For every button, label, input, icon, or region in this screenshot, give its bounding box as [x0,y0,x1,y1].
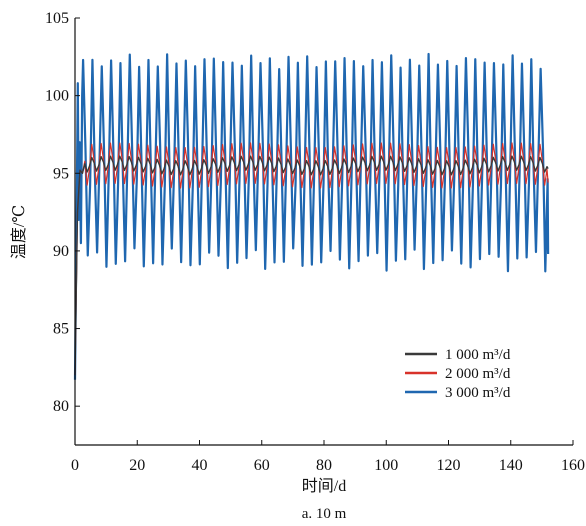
plot-series [73,52,550,380]
x-tick-label: 60 [254,457,270,474]
x-tick-label: 120 [437,457,461,474]
x-axis-label: 时间/d [302,477,346,495]
y-tick-label: 95 [53,165,69,182]
y-tick-label: 85 [53,321,69,338]
x-tick-label: 80 [316,457,332,474]
x-ticks: 0 20 40 60 80 100 120 140 160 [71,440,585,474]
legend-label: 2 000 m³/d [445,366,511,382]
y-tick-label: 105 [45,10,69,27]
legend-label: 1 000 m³/d [445,347,511,363]
legend: 1 000 m³/d 2 000 m³/d 3 000 m³/d [405,347,511,401]
series-line-1 [74,155,549,376]
x-tick-label: 40 [192,457,208,474]
y-tick-label: 90 [53,243,69,260]
figure-caption: a. 10 m [302,506,347,522]
axes: 0 20 40 60 80 100 120 140 160 80 85 90 95 100 105 [45,10,585,474]
y-ticks: 80 85 90 95 100 105 [45,10,80,415]
x-tick-label: 140 [499,457,523,474]
y-axis-label: 温度/℃ [10,205,28,259]
x-tick-label: 0 [71,457,79,474]
x-tick-label: 100 [374,457,398,474]
y-tick-label: 100 [45,88,69,105]
legend-label: 3 000 m³/d [445,385,511,401]
x-tick-label: 160 [561,457,585,474]
series-line-2 [74,142,549,376]
y-tick-label: 80 [53,398,69,415]
series-line-3 [73,52,550,380]
x-tick-label: 20 [129,457,145,474]
